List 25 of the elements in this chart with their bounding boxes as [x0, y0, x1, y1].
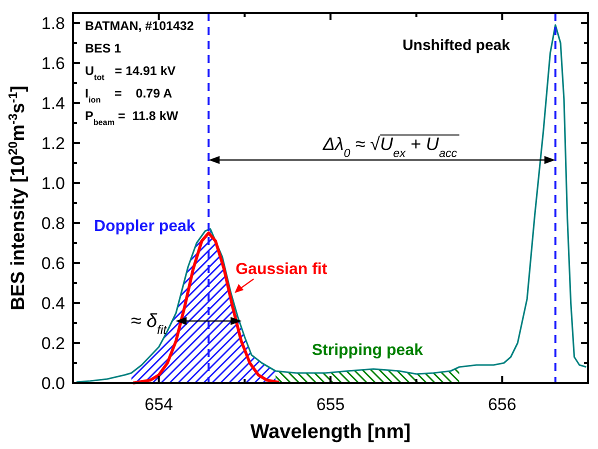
y-tick-label: 1.2 — [41, 134, 65, 153]
x-axis-title: Wavelength [nm] — [250, 421, 411, 443]
text: I$_{ion}$ = 0.79 A — [85, 86, 172, 104]
y-tick-label: 0.2 — [41, 334, 65, 353]
x-tick-label: 655 — [316, 395, 345, 414]
y-tick-label: 1.6 — [41, 54, 65, 73]
annotation: ≈ δ$_{fit}$ — [130, 311, 168, 337]
x-tick-label: 654 — [144, 395, 174, 414]
text: U$_{tot}$ = 14.91 kV — [85, 64, 176, 82]
x-tick-label: 656 — [488, 395, 516, 414]
annotation: BATMAN, #101432 — [85, 19, 194, 33]
y-tick-label: 0.8 — [41, 214, 65, 233]
y-tick-label: 0.4 — [41, 294, 65, 313]
y-tick-label: 1.8 — [41, 14, 65, 33]
annotation: Unshifted peak — [402, 37, 511, 54]
annotation: Δλ$_{0}$ ≈ √U$_{ex}$ + U$_{acc}$ — [322, 134, 458, 160]
series-label: Doppler peak — [94, 218, 196, 235]
annotation: P$_{beam}$ = 11.8 kW — [85, 109, 178, 126]
series-label: Gaussian fit — [236, 261, 328, 278]
annotation: BES 1 — [85, 42, 122, 56]
series-label: Stripping peak — [312, 342, 424, 359]
y-tick-label: 1.0 — [41, 174, 65, 193]
y-tick-label: 0.6 — [41, 254, 65, 273]
text: 0.0 — [41, 374, 65, 393]
y-tick-label: 1.4 — [41, 94, 65, 113]
